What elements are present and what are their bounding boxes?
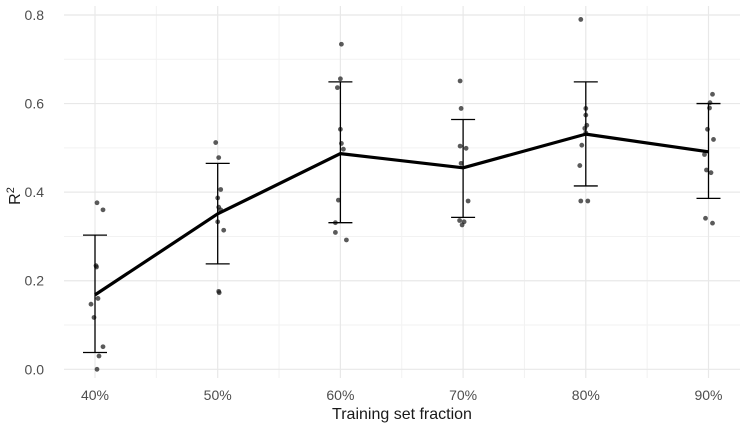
data-point [578,17,584,22]
data-point [582,125,588,131]
data-point [339,41,344,47]
data-point [216,155,222,161]
y-axis-title-superscript: 2 [4,187,17,194]
data-point [577,163,583,168]
data-point [711,137,716,142]
mean-line [94,132,709,297]
y-axis-title-base: R [7,193,25,205]
data-point [710,91,715,97]
y-tick-label: 0.6 [25,96,45,112]
y-axis-title: R2 [5,187,25,205]
data-point [338,76,343,82]
data-point [216,290,222,296]
data-point [95,296,101,301]
data-point [221,227,227,233]
data-point [458,160,464,166]
data-point [100,207,106,213]
data-point [457,143,463,149]
x-tick-label: 70% [449,387,477,403]
data-point [457,218,462,223]
y-tick-label: 0.8 [25,7,45,23]
data-point [708,170,714,176]
data-point [341,146,346,152]
y-tick-label: 0.2 [25,273,45,289]
data-point [457,78,463,84]
data-point [218,187,224,192]
data-point [335,85,340,91]
data-point [707,105,712,111]
y-tick-label: 0.0 [25,361,45,377]
data-point [710,220,715,226]
data-point [458,106,464,111]
data-point [96,353,102,359]
data-point [94,366,100,372]
x-tick-label: 90% [694,387,722,403]
data-point [578,198,584,204]
data-point [463,145,469,151]
data-point [213,140,219,145]
data-point [705,126,710,132]
x-tick-label: 50% [204,387,232,403]
x-tick-label: 60% [326,387,354,403]
data-point [704,167,709,173]
data-point [333,230,338,235]
x-tick-label: 40% [81,387,109,403]
data-point [100,344,106,350]
data-point [579,142,585,148]
data-point [465,198,471,204]
y-tick-label: 0.4 [25,184,45,200]
data-point [91,315,97,320]
data-point [703,215,708,221]
data-point [88,301,94,307]
data-point [94,200,100,206]
data-point [585,198,591,204]
data-point [459,222,465,228]
data-point [339,141,344,146]
x-tick-label: 80% [572,387,600,403]
x-axis-title: Training set fraction [332,406,472,423]
data-point [344,237,349,243]
data-point [336,197,341,203]
data-point [702,152,707,157]
